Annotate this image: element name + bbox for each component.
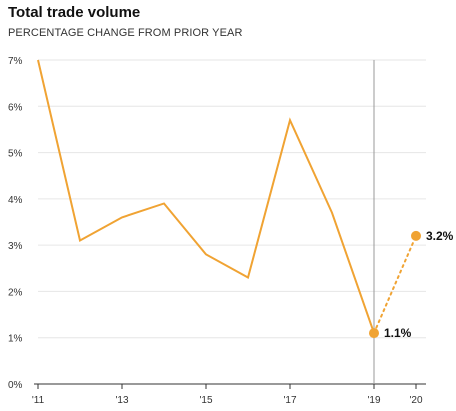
x-tick-label: '20	[409, 395, 422, 406]
x-tick-label: '15	[199, 395, 212, 406]
y-tick-label: 4%	[8, 195, 23, 206]
series-line-projection	[373, 234, 417, 335]
x-tick-label: '13	[115, 395, 128, 406]
data-label: 3.2%	[426, 229, 454, 243]
x-tick-label: '17	[283, 395, 296, 406]
y-tick-label: 0%	[8, 380, 23, 391]
y-tick-label: 3%	[8, 241, 23, 252]
x-tick-label: '11	[32, 395, 45, 406]
data-point	[369, 328, 379, 339]
data-label: 1.1%	[384, 326, 412, 340]
point-layer	[369, 230, 421, 339]
chart-subtitle: PERCENTAGE CHANGE FROM PRIOR YEAR	[8, 27, 243, 39]
y-tick-label: 6%	[8, 102, 23, 113]
gridlines	[38, 59, 426, 339]
y-tick-label: 2%	[8, 287, 23, 298]
y-tick-label: 5%	[8, 149, 23, 160]
chart-title: Total trade volume	[8, 4, 141, 21]
series-line-actual	[37, 59, 375, 334]
axes	[34, 383, 426, 389]
y-tick-label: 1%	[8, 334, 23, 345]
label-layer: 0% 1% 2% 3% 4% 5% 6% 7% '11 '13 '15 '17 '19 '20 1.1% 3.…	[8, 56, 454, 406]
data-point	[411, 230, 421, 241]
x-tick-label: '19	[367, 395, 380, 406]
series-layer	[37, 59, 417, 335]
y-tick-label: 7%	[8, 56, 23, 67]
